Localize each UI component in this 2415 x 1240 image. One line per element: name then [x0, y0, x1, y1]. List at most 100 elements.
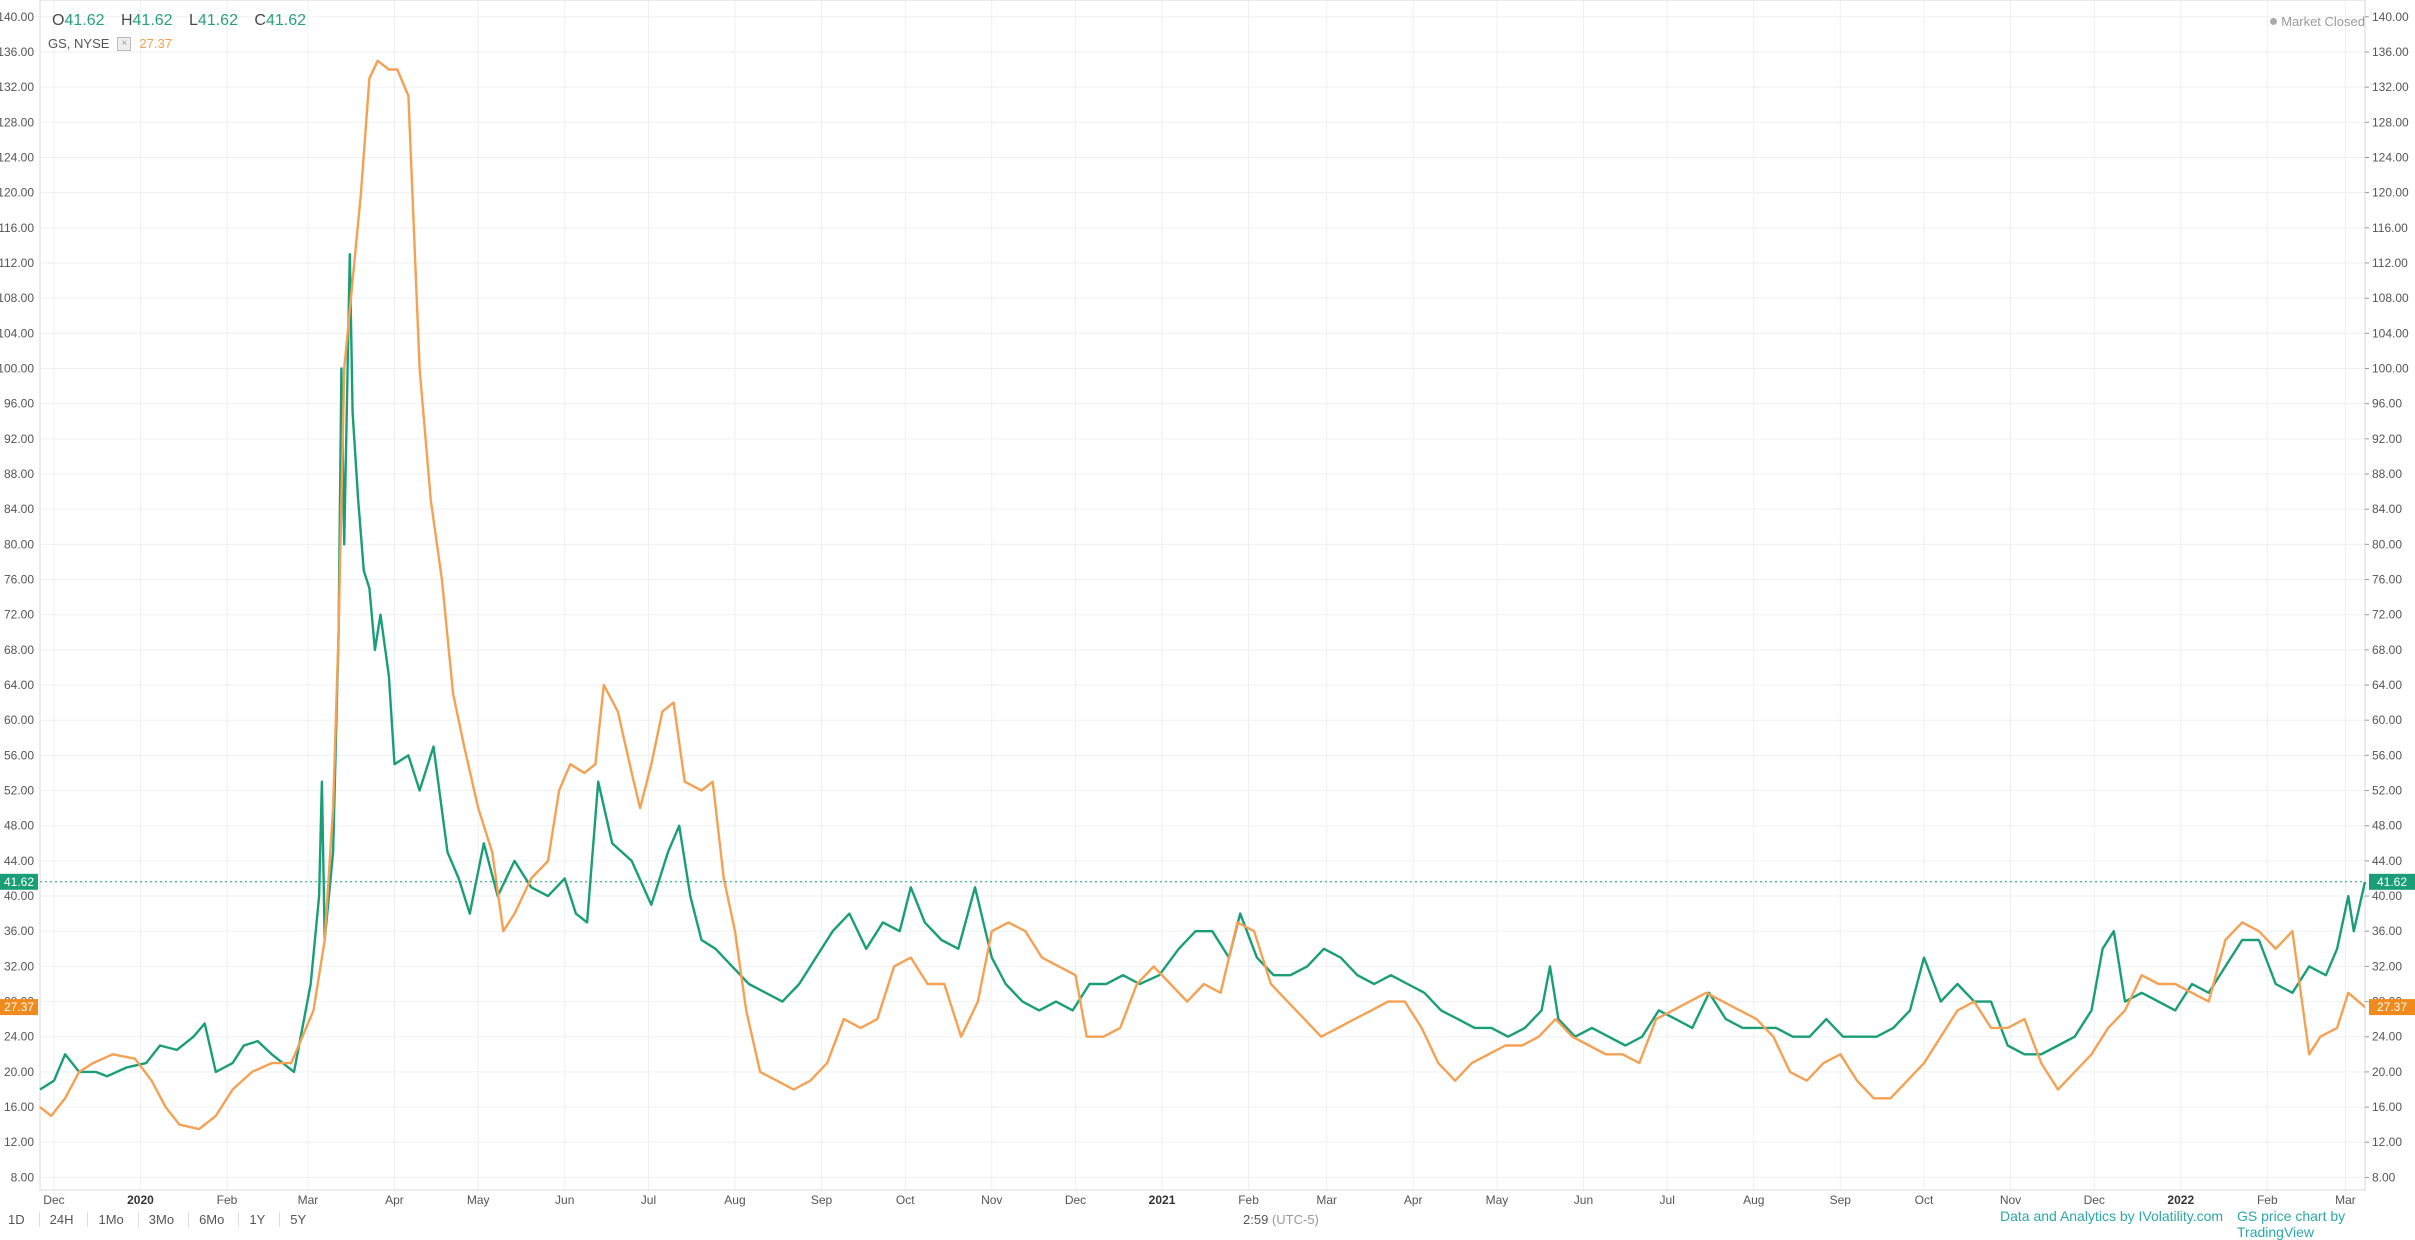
y-tick-label-right: 120.00 — [2372, 186, 2409, 200]
y-tick-label-left: 80.00 — [4, 537, 34, 551]
x-tick-label: Oct — [896, 1193, 915, 1207]
x-tick-label: Nov — [981, 1193, 1002, 1207]
clock-timezone: (UTC-5) — [1271, 1212, 1319, 1227]
y-tick-label-right: 68.00 — [2372, 643, 2402, 657]
y-tick-label-right: 104.00 — [2372, 326, 2409, 340]
y-tick-label-right: 44.00 — [2372, 854, 2402, 868]
y-tick-label-left: 52.00 — [4, 784, 34, 798]
y-tick-label-right: 132.00 — [2372, 80, 2409, 94]
y-tick-label-left: 100.00 — [0, 361, 34, 375]
x-tick-label: May — [1486, 1193, 1509, 1207]
y-tick-label-right: 24.00 — [2372, 1030, 2402, 1044]
period-1d[interactable]: 1D — [8, 1212, 40, 1227]
x-tick-label: 2021 — [1149, 1193, 1176, 1207]
price-label-left-bg — [0, 873, 38, 890]
ivolatility-credit-link[interactable]: Data and Analytics by IVolatility.com — [2000, 1208, 2224, 1224]
y-tick-label-right: 92.00 — [2372, 432, 2402, 446]
y-tick-label-left: 32.00 — [4, 959, 34, 973]
x-tick-label: Jul — [641, 1193, 656, 1207]
y-tick-label-left: 44.00 — [4, 854, 34, 868]
period-1y[interactable]: 1Y — [249, 1212, 281, 1227]
plot-frame — [39, 0, 2366, 1191]
period-24h[interactable]: 24H — [50, 1212, 89, 1227]
y-tick-label-right: 64.00 — [2372, 678, 2402, 692]
ohlc-legend: O41.62 H41.62 L41.62 C41.62 — [52, 12, 318, 30]
open-label: O — [52, 12, 65, 29]
y-tick-label-right: 96.00 — [2372, 397, 2402, 411]
y-tick-label-left: 112.00 — [0, 256, 34, 270]
low-value: 41.62 — [197, 12, 238, 29]
y-tick-label-right: 88.00 — [2372, 467, 2402, 481]
y-tick-label-left: 84.00 — [4, 502, 34, 516]
y-tick-label-right: 84.00 — [2372, 502, 2402, 516]
y-tick-label-left: 140.00 — [0, 10, 34, 24]
clock: 2:59 (UTC-5) — [1243, 1212, 1319, 1227]
price-label-right: 27.37 — [2377, 1000, 2407, 1014]
y-tick-label-right: 80.00 — [2372, 537, 2402, 551]
y-tick-label-right: 72.00 — [2372, 608, 2402, 622]
y-tick-label-right: 100.00 — [2372, 361, 2409, 375]
y-tick-label-left: 120.00 — [0, 186, 34, 200]
y-tick-label-right: 48.00 — [2372, 819, 2402, 833]
period-selector: 1D 24H 1Mo 3Mo 6Mo 1Y 5Y — [8, 1212, 330, 1227]
price-label-left: 27.37 — [4, 1000, 34, 1014]
y-tick-label-left: 132.00 — [0, 80, 34, 94]
x-tick-label: Jul — [1660, 1193, 1675, 1207]
y-tick-label-right: 8.00 — [2372, 1170, 2396, 1184]
period-5y[interactable]: 5Y — [290, 1212, 307, 1227]
y-tick-label-right: 116.00 — [2372, 221, 2408, 235]
x-tick-label: Sep — [811, 1193, 833, 1207]
high-label: H — [120, 12, 133, 29]
y-tick-label-left: 116.00 — [0, 221, 34, 235]
x-tick-label: Feb — [1238, 1193, 1259, 1207]
x-tick-label: 2022 — [2167, 1193, 2194, 1207]
x-tick-label: Dec — [2084, 1193, 2105, 1207]
y-tick-label-left: 108.00 — [0, 291, 34, 305]
y-tick-label-left: 16.00 — [4, 1100, 34, 1114]
price-label-left: 41.62 — [4, 875, 34, 889]
market-status-text: Market Closed — [2281, 14, 2365, 29]
y-tick-label-left: 124.00 — [0, 150, 34, 164]
close-value: 41.62 — [265, 12, 307, 29]
x-tick-label: Mar — [298, 1193, 319, 1207]
tradingview-credit-link[interactable]: GS price chart by TradingView — [2237, 1208, 2346, 1240]
y-tick-label-left: 64.00 — [4, 678, 34, 692]
close-study-icon[interactable]: × — [117, 36, 132, 51]
period-1mo[interactable]: 1Mo — [98, 1212, 139, 1227]
low-label: L — [189, 12, 198, 29]
x-tick-label: May — [467, 1193, 490, 1207]
period-3mo[interactable]: 3Mo — [149, 1212, 190, 1227]
period-6mo[interactable]: 6Mo — [199, 1212, 240, 1227]
y-tick-label-left: 36.00 — [4, 924, 34, 938]
y-tick-label-left: 92.00 — [4, 432, 34, 446]
price-label-right-bg — [2369, 999, 2415, 1016]
y-tick-label-right: 108.00 — [2372, 291, 2409, 305]
y-tick-label-left: 88.00 — [4, 467, 34, 481]
x-tick-label: Dec — [1065, 1193, 1086, 1207]
x-tick-label: Dec — [43, 1193, 64, 1207]
y-tick-label-left: 128.00 — [0, 115, 34, 129]
close-label: C — [254, 12, 266, 29]
y-tick-label-right: 140.00 — [2372, 10, 2409, 24]
y-tick-label-right: 128.00 — [2372, 115, 2409, 129]
price-label-right-bg — [2369, 873, 2415, 890]
clock-time: 2:59 — [1243, 1212, 1269, 1227]
symbol-legend: GS, NYSE × 27.37 — [48, 36, 172, 51]
y-tick-label-right: 52.00 — [2372, 784, 2402, 798]
x-tick-label: Mar — [1316, 1193, 1337, 1207]
y-tick-label-left: 56.00 — [4, 748, 34, 762]
y-tick-label-left: 68.00 — [4, 643, 34, 657]
status-dot-icon — [2270, 18, 2278, 25]
x-tick-label: Feb — [2257, 1193, 2278, 1207]
x-tick-label: Mar — [2335, 1193, 2356, 1207]
x-tick-label: Sep — [1830, 1193, 1852, 1207]
price-label-left-bg — [0, 999, 38, 1016]
y-tick-label-left: 76.00 — [4, 573, 34, 587]
y-tick-label-right: 76.00 — [2372, 573, 2402, 587]
y-tick-label-right: 124.00 — [2372, 150, 2409, 164]
y-tick-label-left: 136.00 — [0, 45, 34, 59]
x-tick-label: 2020 — [127, 1193, 154, 1207]
x-tick-label: Apr — [385, 1193, 404, 1207]
